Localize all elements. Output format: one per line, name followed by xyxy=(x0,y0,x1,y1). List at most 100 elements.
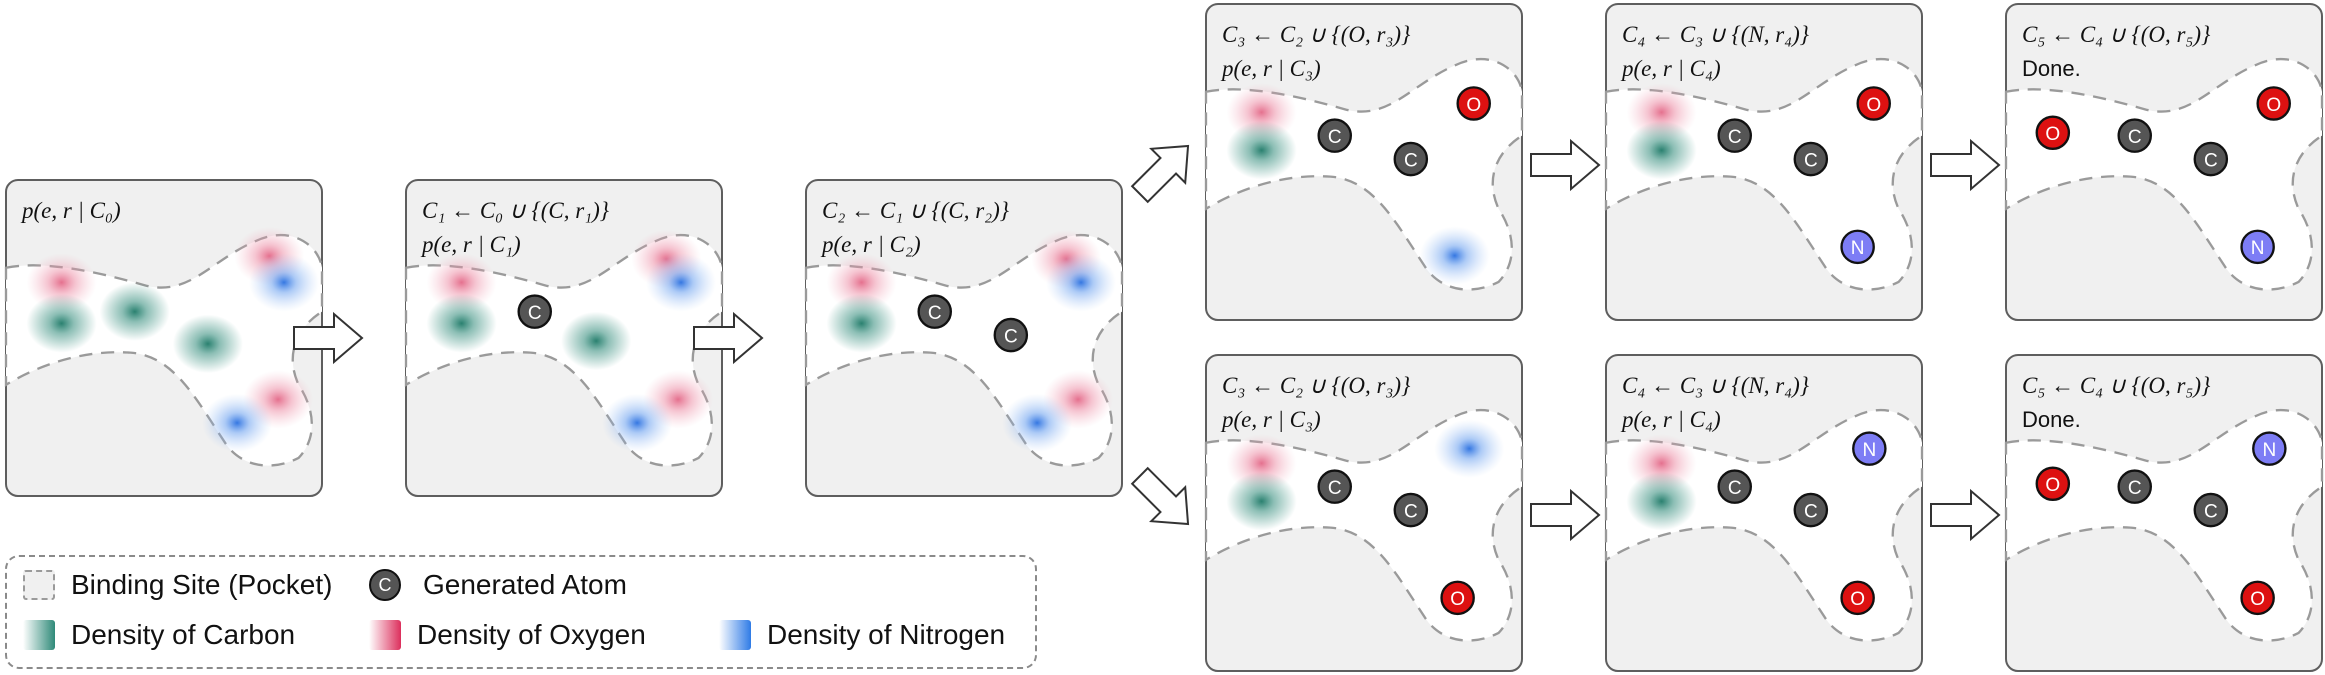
arrow-p4a-to-p5a-icon xyxy=(1930,138,2001,192)
panel-p3a: C C O C₃ ← C₂ ∪ {(O, r₃)} p(e, r | C₃) xyxy=(1204,3,1524,321)
panel-p5b: O C C O N C₅ ← C₄ ∪ {(O, r₅)} Done. xyxy=(2004,354,2324,672)
arrow-p2-to-p3a-icon xyxy=(1130,144,1190,204)
atom-symbol: C xyxy=(928,303,942,324)
arrow-p0-to-p1-icon xyxy=(293,311,364,365)
carbon-density xyxy=(1626,472,1697,531)
oxygen-atom: O xyxy=(2035,115,2071,151)
carbon-atom: C xyxy=(1393,141,1429,177)
oxygen-atom: O xyxy=(1856,86,1891,121)
atom-symbol: C xyxy=(1404,501,1418,522)
carbon-atom: C xyxy=(1393,492,1429,528)
carbon-density xyxy=(1626,121,1697,180)
atom-symbol: C xyxy=(1804,501,1818,522)
nitrogen-atom: N xyxy=(2252,431,2287,466)
nitrogen-density-swatch-icon xyxy=(719,620,751,650)
panel-p5a: O C C O N C₅ ← C₄ ∪ {(O, r₅)} Done. xyxy=(2004,3,2324,321)
carbon-density xyxy=(561,311,632,371)
atom-symbol: C xyxy=(1328,127,1342,148)
atom-symbol: N xyxy=(1862,440,1876,461)
arrow-p3a-to-p4a-icon xyxy=(1530,138,1601,192)
panel-p3b: C C O C₃ ← C₂ ∪ {(O, r₃)} p(e, r | C₃) xyxy=(1204,354,1524,672)
carbon-atom: C xyxy=(993,317,1029,353)
atom-symbol: N xyxy=(2251,238,2265,259)
panel-density-formula: p(e, r | C₄) xyxy=(1620,56,1721,81)
legend-nitrogen-label: Density of Nitrogen xyxy=(767,619,1006,650)
atom-symbol: C xyxy=(528,303,542,324)
carbon-atom: C xyxy=(2117,469,2153,504)
atom-symbol: C xyxy=(2204,150,2218,171)
nitrogen-atom: N xyxy=(2240,229,2275,265)
carbon-density xyxy=(26,294,97,353)
panel-density-formula: p(e, r | C₂) xyxy=(820,232,921,257)
atom-symbol: O xyxy=(2266,95,2281,116)
nitrogen-density xyxy=(1045,253,1117,312)
legend: Binding Site (Pocket) C Generated Atom D… xyxy=(5,555,1037,669)
atom-symbol: C xyxy=(2128,127,2142,148)
atom-symbol: O xyxy=(2045,124,2060,145)
arrow-p2-to-p3b-icon xyxy=(1130,466,1190,526)
panel-p4b: C C O N C₄ ← C₃ ∪ {(N, r₄)} p(e, r | C₄) xyxy=(1604,354,1924,672)
generated-atom-icon: C xyxy=(369,569,401,601)
legend-carbon: Density of Carbon xyxy=(23,619,295,651)
panel-density-formula: p(e, r | C₁) xyxy=(420,232,521,257)
panel-formula: C₅ ← C₄ ∪ {(O, r₅)} xyxy=(2022,373,2210,398)
panel-density-formula: p(e, r | C₃) xyxy=(1220,56,1321,81)
atom-symbol: O xyxy=(2045,475,2060,496)
oxygen-atom: O xyxy=(2035,466,2071,502)
carbon-atom: C xyxy=(2193,492,2229,528)
atom-symbol: O xyxy=(2250,589,2265,610)
done-label: Done. xyxy=(2022,56,2081,81)
carbon-density-swatch-icon xyxy=(23,620,55,650)
panel-density-formula: p(e, r | C₃) xyxy=(1220,407,1321,432)
oxygen-density xyxy=(826,253,897,312)
panel-formula: C₃ ← C₂ ∪ {(O, r₃)} xyxy=(1222,373,1410,398)
binding-pocket xyxy=(2004,409,2324,642)
panel-formula: C₁ ← C₀ ∪ {(C, r₁)} xyxy=(422,198,609,223)
nitrogen-density xyxy=(1434,419,1505,478)
carbon-atom: C xyxy=(1317,469,1353,504)
panel-density-formula: p(e, r | C₄) xyxy=(1620,407,1721,432)
panel-formula: C₃ ← C₂ ∪ {(O, r₃)} xyxy=(1222,22,1410,47)
carbon-density xyxy=(426,294,497,353)
legend-carbon-label: Density of Carbon xyxy=(71,619,296,650)
nitrogen-density xyxy=(202,393,273,453)
atom-symbol: O xyxy=(1850,589,1865,610)
carbon-atom: C xyxy=(917,294,953,329)
oxygen-atom: O xyxy=(1456,86,1491,121)
oxygen-atom: O xyxy=(2240,580,2275,616)
legend-oxygen: Density of Oxygen xyxy=(369,619,646,651)
nitrogen-density xyxy=(1419,226,1490,285)
carbon-density xyxy=(826,294,897,353)
atom-symbol: C xyxy=(1328,478,1342,499)
panel-p4a: C C O N C₄ ← C₃ ∪ {(N, r₄)} p(e, r | C₄) xyxy=(1604,3,1924,321)
atom-symbol: O xyxy=(1866,95,1881,116)
legend-atom: C Generated Atom xyxy=(369,569,627,601)
legend-pocket: Binding Site (Pocket) xyxy=(23,569,332,601)
oxygen-atom: O xyxy=(2256,86,2291,121)
panel-p0: p(e, r | C₀) xyxy=(4,179,324,497)
atom-symbol: C xyxy=(1728,478,1742,499)
legend-pocket-label: Binding Site (Pocket) xyxy=(71,569,333,600)
nitrogen-density xyxy=(1002,393,1073,453)
panel-formula: C₄ ← C₃ ∪ {(N, r₄)} xyxy=(1622,22,1809,47)
atom-symbol: C xyxy=(1004,326,1018,347)
atom-symbol: N xyxy=(1851,238,1865,259)
arrow-p3b-to-p4b-icon xyxy=(1530,488,1601,542)
carbon-density xyxy=(1226,472,1297,531)
panel-p1: C C₁ ← C₀ ∪ {(C, r₁)} p(e, r | C₁) xyxy=(404,179,724,497)
oxygen-density-swatch-icon xyxy=(369,620,401,650)
nitrogen-atom: N xyxy=(1840,229,1875,265)
carbon-atom: C xyxy=(1793,492,1829,528)
atom-symbol: N xyxy=(2262,440,2276,461)
carbon-density xyxy=(172,314,243,374)
panel-p2: C C C₂ ← C₁ ∪ {(C, r₂)} p(e, r | C₂) xyxy=(804,179,1124,497)
carbon-atom: C xyxy=(2117,118,2153,153)
carbon-density xyxy=(99,282,170,341)
panel-formula: C₅ ← C₄ ∪ {(O, r₅)} xyxy=(2022,22,2210,47)
oxygen-density xyxy=(26,253,97,312)
panel-formula: C₄ ← C₃ ∪ {(N, r₄)} xyxy=(1622,373,1809,398)
carbon-atom: C xyxy=(1717,469,1753,504)
oxygen-atom: O xyxy=(1440,580,1475,616)
carbon-atom: C xyxy=(1317,118,1353,153)
atom-symbol: O xyxy=(1450,589,1465,610)
